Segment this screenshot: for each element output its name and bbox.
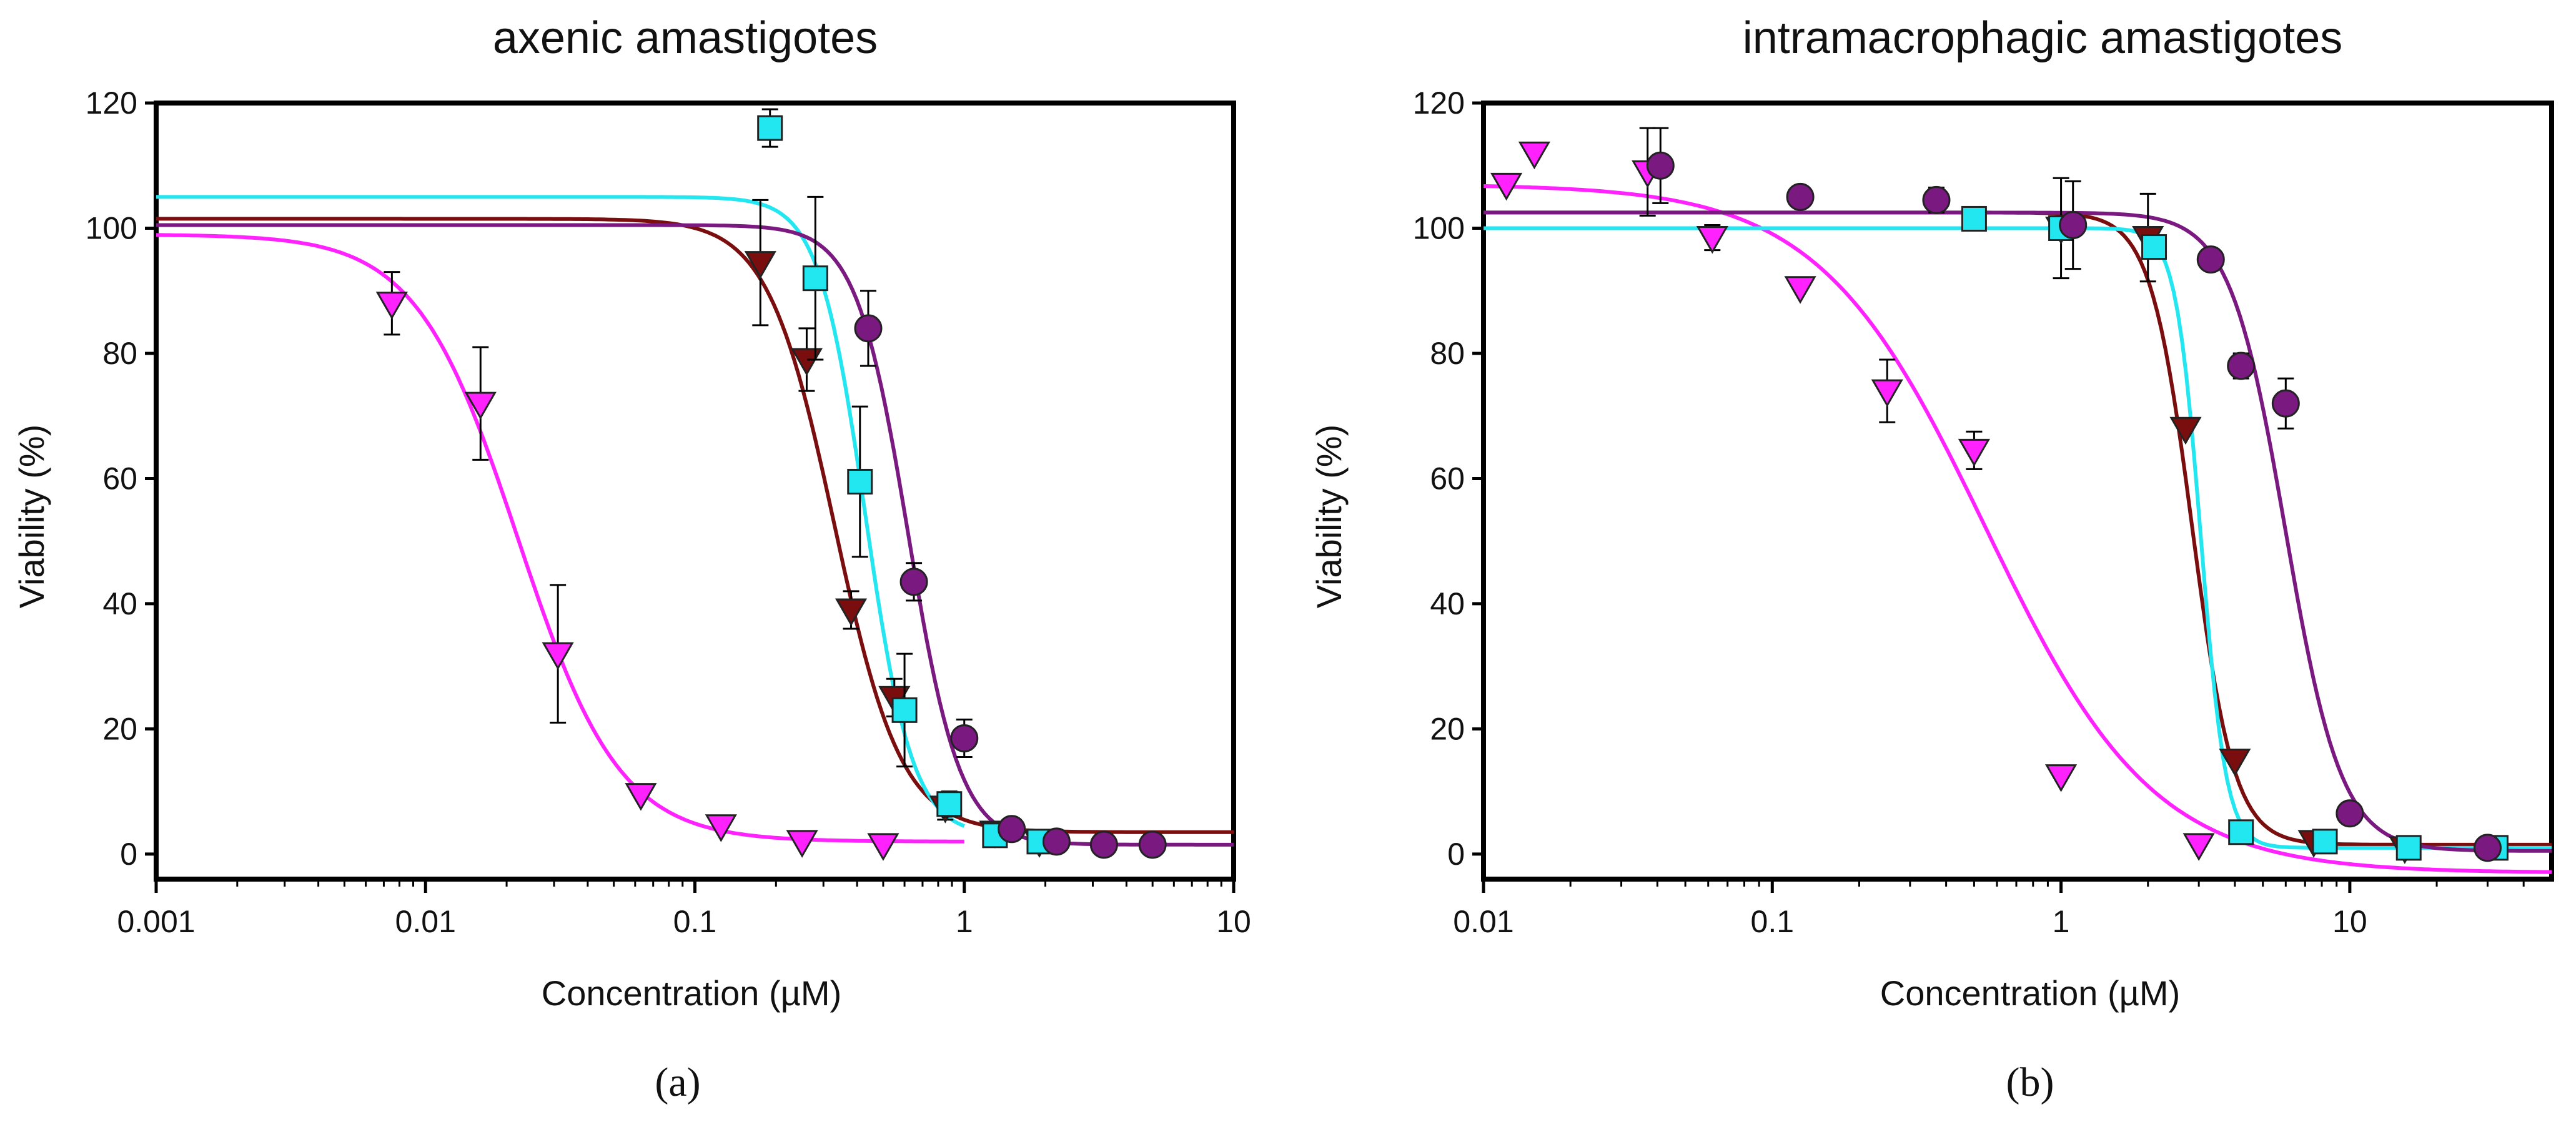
panel-a-x-tick-label: 0.1 xyxy=(673,904,717,939)
panel-b-y-tick-label: 100 xyxy=(1413,210,1465,245)
panel-b-point-magenta xyxy=(1696,226,1728,254)
panel-a-point-magenta xyxy=(542,642,574,671)
panel-b-plot-frame xyxy=(1481,101,2554,882)
panel-a-point-magenta xyxy=(705,814,737,842)
panel-a-point-purple xyxy=(1138,830,1167,859)
panel-b-point-purple xyxy=(2196,245,2225,274)
panel-a-y-tick-label: 80 xyxy=(102,336,137,371)
panel-a-y-tick-label: 40 xyxy=(102,586,137,621)
panel-a-x-tick-label: 1 xyxy=(956,904,973,939)
panel-b-y-tick-label: 80 xyxy=(1430,336,1465,371)
panel-b-x-axis-label: Concentration (µM) xyxy=(1880,973,2180,1013)
panel-b-point-cyan xyxy=(2141,234,2167,260)
panel-a-point-purple xyxy=(1042,827,1071,856)
panel-b-x-tick-label: 1 xyxy=(2053,904,2070,939)
panel-b-point-purple xyxy=(2336,799,2364,828)
panel-a-point-cyan xyxy=(847,468,873,495)
panel-a-fit-curve-cyan xyxy=(156,195,965,828)
panel-a-point-dark-red xyxy=(790,348,823,377)
panel-a-point-purple xyxy=(854,314,883,343)
panel-b-y-tick-label: 20 xyxy=(1430,711,1465,746)
panel-b-point-cyan xyxy=(2312,829,2338,855)
panel-b-title: intramacrophagic amastigotes xyxy=(1743,13,2342,63)
panel-b-point-cyan xyxy=(2228,819,2254,845)
panel-b-point-magenta xyxy=(1518,141,1550,170)
panel-b-point-magenta xyxy=(1958,438,1991,467)
panel-a-point-purple xyxy=(899,568,928,596)
panel-b-y-tick-label: 120 xyxy=(1413,86,1465,121)
panel-b: intramacrophagic amastigotes Viability (… xyxy=(1309,13,2342,1105)
panel-a-point-purple xyxy=(1089,830,1118,859)
panel-a-point-magenta xyxy=(625,783,657,811)
panel-a-point-cyan xyxy=(936,791,963,817)
panel-a-point-magenta xyxy=(464,391,497,420)
panel-a-title: axenic amastigotes xyxy=(493,13,878,63)
panel-b-point-magenta xyxy=(1871,379,1903,408)
panel-b-point-cyan xyxy=(2395,835,2422,861)
panel-a-x-tick-label: 0.01 xyxy=(395,904,456,939)
panel-b-point-purple xyxy=(2227,352,2256,380)
panel-b-point-purple xyxy=(2473,834,2502,862)
panel-a-caption: (a) xyxy=(655,1060,700,1105)
panel-a-point-dark-red xyxy=(835,598,868,626)
panel-a-y-tick-label: 0 xyxy=(120,837,137,872)
panel-a-point-purple xyxy=(950,724,979,752)
panel-a-point-magenta xyxy=(867,833,899,861)
panel-a-y-tick-label: 100 xyxy=(86,210,137,245)
panel-b-x-tick-label: 0.01 xyxy=(1453,904,1513,939)
panel-a-point-cyan xyxy=(802,265,828,292)
panel-b-caption: (b) xyxy=(2006,1060,2054,1105)
panel-b-y-axis-label: Viability (%) xyxy=(1309,425,1349,609)
panel-a-x-tick-label: 10 xyxy=(1216,904,1251,939)
panel-b-point-purple xyxy=(1922,185,1951,214)
panel-a-point-magenta xyxy=(375,292,408,320)
panel-a-point-dark-red xyxy=(744,251,776,279)
panel-a-y-axis-label: Viability (%) xyxy=(12,425,51,609)
panel-a-fit-curve-magenta xyxy=(156,233,964,844)
panel-a-point-cyan xyxy=(891,697,918,723)
panel-b-point-dark-red xyxy=(2219,749,2251,777)
panel-b-point-magenta xyxy=(1490,172,1523,201)
panel-a-point-purple xyxy=(998,815,1026,844)
panel-a-y-tick-label: 120 xyxy=(86,86,137,121)
panel-b-x-tick-label: 10 xyxy=(2332,904,2367,939)
panel-b-y-tick-label: 0 xyxy=(1447,837,1465,872)
panel-b-point-purple xyxy=(2059,210,2088,239)
panel-b-plot: 0 20 40 60 80 100 120 0.01 0.1 1 10 xyxy=(1413,86,2554,939)
panel-b-fit-curve-magenta xyxy=(1483,184,2552,874)
panel-b-point-cyan xyxy=(1961,205,1987,232)
panel-b-y-tick-label: 40 xyxy=(1430,586,1465,621)
panel-b-point-magenta xyxy=(1784,276,1816,304)
panel-b-point-purple xyxy=(2271,389,2300,418)
panel-b-y-tick-label: 60 xyxy=(1430,461,1465,496)
panel-a-x-axis-label: Concentration (µM) xyxy=(542,973,841,1013)
panel-a: axenic amastigotes Viability (%) Concent… xyxy=(12,13,878,1105)
panel-a-fit-curve-dark-red xyxy=(156,217,1234,834)
panel-b-point-purple xyxy=(1786,182,1815,211)
panel-b-point-purple xyxy=(1646,151,1675,180)
panel-a-point-magenta xyxy=(786,830,818,858)
panel-b-point-magenta xyxy=(2044,764,2078,792)
panel-b-fit-curve-cyan xyxy=(1484,226,2552,850)
panel-a-plot: 0 20 40 60 80 100 120 0.001 0.01 0.1 1 10 xyxy=(86,86,1251,939)
panel-a-fit-curve-purple xyxy=(156,223,1234,847)
panel-b-fit-curve-dark-red xyxy=(1484,210,2552,847)
panel-a-point-cyan xyxy=(757,115,783,141)
panel-a-x-tick-label: 0.001 xyxy=(117,904,195,939)
panel-a-y-tick-label: 20 xyxy=(102,711,137,746)
panel-a-y-tick-label: 60 xyxy=(102,461,137,496)
panel-b-point-dark-red xyxy=(2169,416,2202,445)
panel-b-x-tick-label: 0.1 xyxy=(1751,904,1795,939)
panel-b-point-magenta xyxy=(2182,833,2215,861)
panel-b-fit-curve-purple xyxy=(1484,210,2552,853)
